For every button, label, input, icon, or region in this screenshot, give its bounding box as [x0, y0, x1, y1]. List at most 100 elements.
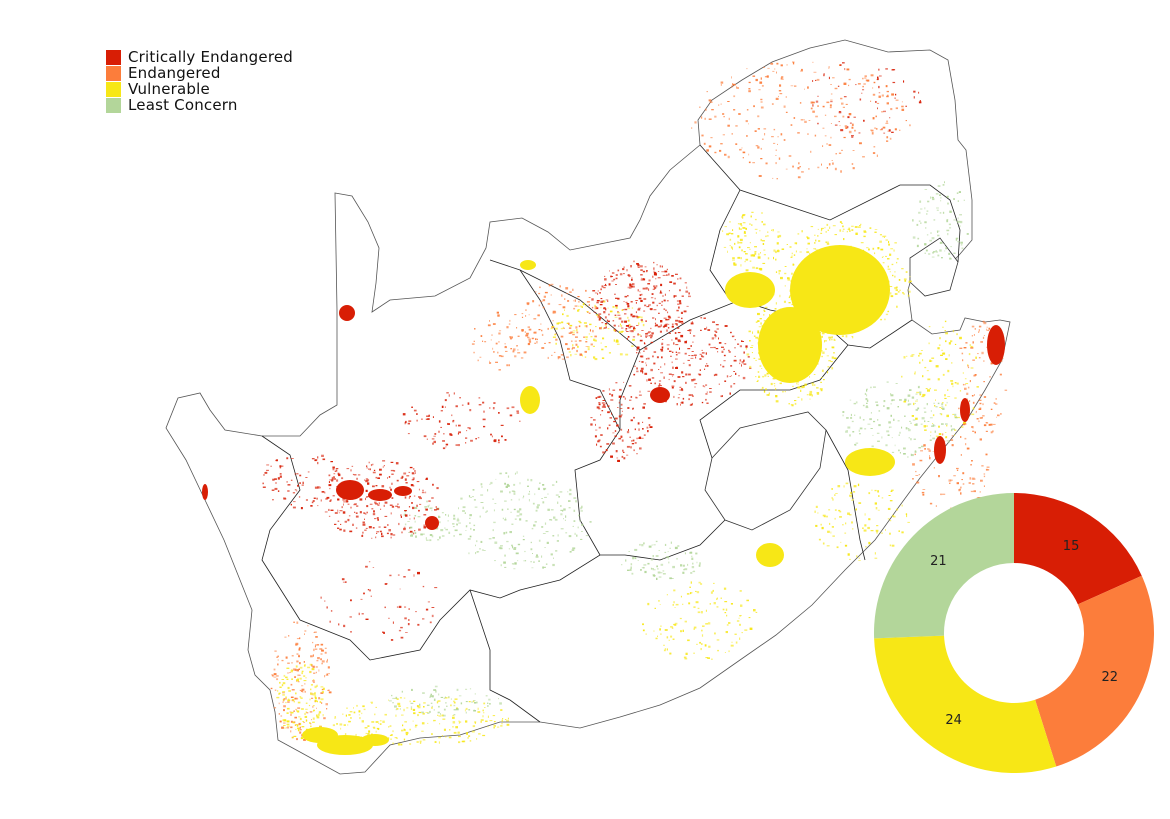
ecosystem-speck: [743, 232, 746, 234]
ecosystem-speck: [621, 410, 623, 412]
ecosystem-speck: [739, 228, 742, 230]
ecosystem-speck: [482, 715, 484, 718]
ecosystem-speck: [666, 268, 668, 271]
ecosystem-speck: [590, 343, 593, 346]
ecosystem-speck: [347, 503, 350, 505]
ecosystem-speck: [466, 733, 468, 735]
ecosystem-speck: [439, 536, 441, 539]
ecosystem-speck: [594, 304, 596, 308]
ecosystem-speck: [342, 511, 346, 514]
ecosystem-speck: [601, 285, 604, 288]
ecosystem-speck: [967, 386, 970, 389]
ecosystem-speck: [982, 415, 985, 417]
ecosystem-speck: [392, 697, 395, 699]
ecosystem-speck: [350, 506, 352, 509]
ecosystem-speck: [696, 643, 698, 645]
ecosystem-speck: [645, 287, 648, 290]
ecosystem-speck: [516, 471, 518, 474]
ecosystem-speck: [373, 727, 376, 729]
ecosystem-speck: [596, 443, 598, 446]
ecosystem-speck: [952, 329, 955, 333]
ecosystem-speck: [963, 347, 967, 349]
ecosystem-speck: [312, 680, 315, 682]
ecosystem-speck: [632, 315, 635, 318]
ecosystem-speck: [568, 500, 571, 502]
ecosystem-speck: [465, 701, 468, 703]
ecosystem-speck: [772, 377, 776, 380]
ecosystem-speck: [675, 319, 679, 322]
ecosystem-speck: [374, 501, 377, 504]
ecosystem-speck: [784, 391, 786, 393]
ecosystem-speck: [693, 626, 697, 629]
ecosystem-speck: [325, 674, 329, 676]
ecosystem-speck: [983, 424, 987, 427]
ecosystem-speck: [297, 727, 300, 730]
ecosystem-speck: [458, 741, 461, 744]
ecosystem-speck: [455, 708, 459, 711]
ecosystem-speck: [627, 305, 630, 308]
ecosystem-speck: [670, 355, 672, 357]
ecosystem-speck: [829, 226, 831, 229]
ecosystem-speck: [936, 436, 939, 438]
ecosystem-speck: [319, 701, 322, 703]
ecosystem-speck: [831, 356, 834, 359]
ecosystem-speck: [692, 562, 694, 565]
ecosystem-speck: [894, 97, 896, 99]
ecosystem-speck: [830, 101, 833, 103]
ecosystem-speck: [533, 331, 537, 334]
ecosystem-speck: [681, 317, 683, 320]
ecosystem-speck: [704, 328, 707, 330]
ecosystem-speck: [628, 275, 630, 278]
ecosystem-speck: [972, 430, 975, 432]
ecosystem-speck: [959, 336, 962, 340]
ecosystem-speck: [572, 525, 574, 527]
ecosystem-speck: [613, 328, 616, 331]
ecosystem-speck: [687, 639, 690, 642]
ecosystem-speck: [278, 713, 280, 715]
ecosystem-speck: [878, 68, 880, 71]
ecosystem-speck: [365, 565, 368, 568]
ecosystem-speck: [732, 259, 735, 261]
ecosystem-speck: [761, 85, 764, 87]
ecosystem-speck: [949, 210, 952, 213]
ecosystem-speck: [399, 697, 402, 699]
ecosystem-speck: [443, 714, 446, 717]
ecosystem-speck: [812, 61, 814, 63]
ecosystem-speck: [572, 334, 575, 336]
ecosystem-speck: [757, 115, 760, 118]
ecosystem-speck: [303, 722, 305, 723]
ecosystem-speck: [401, 714, 404, 716]
ecosystem-speck: [516, 412, 520, 414]
ecosystem-speck: [863, 235, 866, 238]
ecosystem-speck: [550, 283, 554, 286]
ecosystem-speck: [715, 331, 718, 333]
ecosystem-speck: [738, 113, 741, 115]
ecosystem-speck: [759, 81, 763, 84]
ecosystem-speck: [873, 146, 876, 148]
ecosystem-speck: [507, 508, 509, 510]
ecosystem-speck: [444, 406, 446, 408]
ecosystem-speck: [918, 474, 920, 476]
ecosystem-speck: [973, 334, 975, 336]
ecosystem-speck: [872, 434, 874, 436]
ecosystem-speck: [788, 403, 790, 405]
ecosystem-speck: [638, 352, 641, 354]
ecosystem-speck: [810, 226, 814, 228]
ecosystem-speck: [447, 514, 449, 517]
ecosystem-speck: [508, 548, 511, 550]
ecosystem-speck: [292, 668, 296, 671]
ecosystem-speck: [670, 578, 674, 579]
ecosystem-speck: [685, 373, 688, 376]
ecosystem-speck: [832, 535, 835, 537]
ecosystem-speck: [388, 476, 391, 478]
ecosystem-speck: [445, 514, 447, 516]
ecosystem-speck: [935, 505, 937, 507]
ecosystem-speck: [909, 389, 912, 391]
ecosystem-speck: [701, 355, 705, 358]
ecosystem-speck: [552, 310, 556, 313]
ecosystem-speck: [749, 242, 751, 244]
ecosystem-speck: [961, 247, 964, 250]
ecosystem-speck: [636, 346, 640, 349]
ecosystem-speck: [866, 394, 868, 397]
ecosystem-speck: [533, 561, 535, 563]
